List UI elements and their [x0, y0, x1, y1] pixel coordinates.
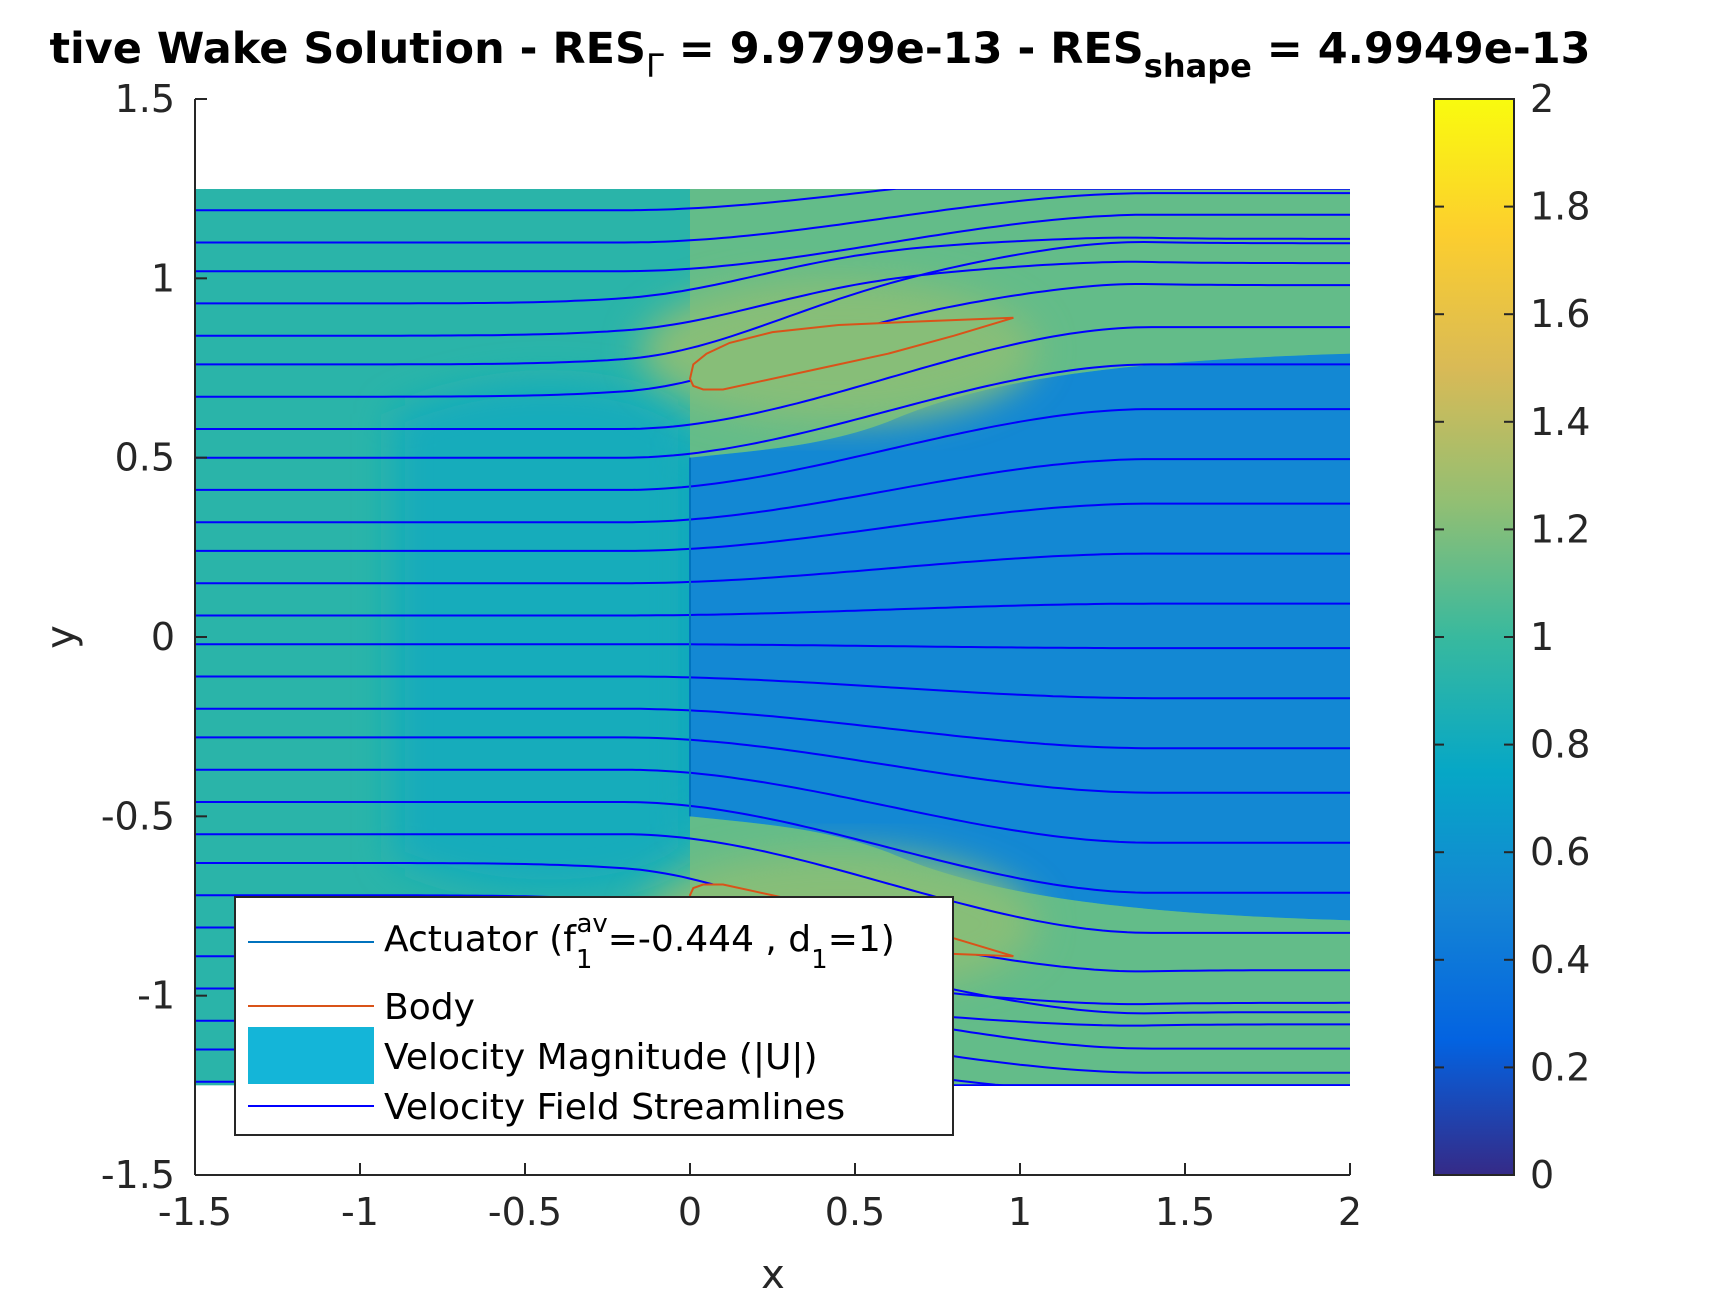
legend-box — [234, 896, 954, 1136]
y-tick-label: -0.5 — [101, 794, 175, 838]
streamline — [195, 833, 1350, 934]
colorbar-tick-label: 1.8 — [1530, 185, 1590, 229]
streamline — [195, 552, 1350, 585]
y-tick-label: -1 — [137, 974, 175, 1018]
streamline — [195, 363, 1350, 459]
x-ticks: -1.5 -1 -0.5 0 0.5 1 1.5 2 — [158, 1163, 1362, 1234]
y-ticks: -1.5 -1 -0.5 0 0.5 1 1.5 — [101, 77, 207, 1197]
colorbar-tick-label: 0.6 — [1530, 830, 1590, 874]
far-wake-region — [690, 353, 1350, 921]
streamline — [195, 801, 1350, 894]
legend: Actuator (f1av=-0.444 , d1=1) Body Veloc… — [234, 896, 954, 1136]
streamline — [195, 602, 1350, 617]
streamline — [195, 736, 1350, 794]
y-axis-label: y — [38, 625, 84, 649]
streamline — [195, 408, 1350, 491]
x-tick-label: 0.5 — [825, 1190, 885, 1234]
colorbar-tick-label: 1.6 — [1530, 292, 1590, 336]
legend-swatch-velocity — [248, 1027, 374, 1084]
streamline — [195, 643, 1350, 650]
x-axis-label: x — [761, 1252, 785, 1298]
x-tick-label: 1.5 — [1155, 1190, 1215, 1234]
streamline — [195, 458, 1350, 524]
x-tick-label: -1.5 — [158, 1190, 232, 1234]
x-tick-label: -0.5 — [488, 1190, 562, 1234]
streamline — [195, 192, 1350, 244]
colorbar-tick-label: 2 — [1530, 77, 1554, 121]
streamline — [195, 236, 1350, 305]
streamline — [195, 326, 1350, 430]
colorbar: 0 0.2 0.4 0.6 0.8 1 1.2 1.4 1.6 1.8 2 — [1433, 77, 1590, 1197]
y-tick-label: 1.5 — [115, 77, 175, 121]
legend-label-actuator: Actuator (f1av=-0.444 , d1=1) — [384, 909, 895, 975]
chart-title: tive Wake Solution - RESΓ = 9.9799e-13 -… — [49, 24, 1590, 85]
colorbar-tick-label: 0.4 — [1530, 938, 1590, 982]
colorbar-tick-label: 1 — [1530, 615, 1554, 659]
legend-label-streamlines: Velocity Field Streamlines — [384, 1087, 845, 1128]
streamline — [195, 189, 1350, 212]
streamline — [195, 502, 1350, 552]
x-tick-label: 0 — [678, 1190, 702, 1234]
colorbar-tick-label: 0 — [1530, 1153, 1554, 1197]
colorbar-ticks: 0 0.2 0.4 0.6 0.8 1 1.2 1.4 1.6 1.8 2 — [1434, 77, 1590, 1197]
upstream-inner-region — [393, 382, 690, 892]
colorbar-tick-label: 0.8 — [1530, 723, 1590, 767]
x-tick-label: 1 — [1008, 1190, 1032, 1234]
streamline — [195, 213, 1350, 273]
legend-label-velocity: Velocity Magnitude (|U|) — [384, 1037, 818, 1078]
body-upper — [688, 316, 1014, 391]
legend-label-body: Body — [384, 987, 475, 1028]
x-tick-label: -1 — [341, 1190, 379, 1234]
y-tick-label: 0.5 — [115, 436, 175, 480]
streamline — [195, 240, 1350, 366]
y-tick-label: -1.5 — [101, 1153, 175, 1197]
y-tick-label: 1 — [151, 256, 175, 300]
streamline — [195, 707, 1350, 750]
x-tick-label: 2 — [1338, 1190, 1362, 1234]
colorbar-tick-label: 1.2 — [1530, 507, 1590, 551]
streamline — [195, 675, 1350, 700]
y-tick-label: 0 — [151, 615, 175, 659]
axes: -1.5 -1 -0.5 0 0.5 1 1.5 2 -1.5 -1 -0.5 0 0.5 1 1.5 — [101, 77, 1362, 1234]
colorbar-tick-label: 1.4 — [1530, 400, 1590, 444]
streamline — [195, 260, 1350, 337]
streamline — [195, 768, 1350, 844]
colorbar-gradient — [1433, 98, 1515, 1176]
colorbar-tick-label: 0.2 — [1530, 1045, 1590, 1089]
